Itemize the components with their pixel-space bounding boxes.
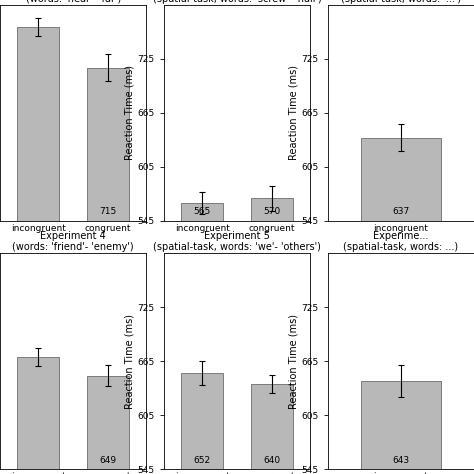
Title: Experiment 2
(spatial-task, words: 'screw'- 'nail'): Experiment 2 (spatial-task, words: 'scre… (153, 0, 321, 4)
Y-axis label: Reaction Time (ms): Reaction Time (ms) (289, 314, 299, 409)
Bar (87, 68, 129, 221)
Y-axis label: Reaction Time (ms): Reaction Time (ms) (289, 65, 299, 160)
Bar (181, 203, 223, 221)
Bar (251, 198, 293, 221)
Text: 640: 640 (263, 456, 281, 465)
Bar (18, 27, 59, 221)
Bar (87, 375, 129, 469)
Bar (251, 384, 293, 469)
Text: 649: 649 (100, 456, 117, 465)
Text: 637: 637 (392, 207, 410, 216)
Y-axis label: Reaction Time (ms): Reaction Time (ms) (125, 65, 135, 160)
Text: 643: 643 (392, 456, 410, 465)
Bar (361, 138, 441, 221)
Title: Experim...
(spatial-task, words: '...'): Experim... (spatial-task, words: '...') (341, 0, 461, 4)
Title: Experiment 4
(words: 'friend'- 'enemy'): Experiment 4 (words: 'friend'- 'enemy') (12, 231, 134, 253)
Bar (361, 381, 441, 469)
Title: Experime...
(spatial-task, words: ...): Experime... (spatial-task, words: ...) (343, 231, 458, 253)
Text: 570: 570 (263, 207, 281, 216)
Y-axis label: Reaction Time (ms): Reaction Time (ms) (125, 314, 135, 409)
Text: 715: 715 (100, 207, 117, 216)
Bar (181, 373, 223, 469)
Text: 565: 565 (193, 207, 211, 216)
Title: Experiment 1
(words: 'near'- 'far'): Experiment 1 (words: 'near'- 'far') (26, 0, 121, 4)
Bar (18, 357, 59, 469)
Text: 652: 652 (193, 456, 211, 465)
Title: Experiment 5
(spatial-task, words: 'we'- 'others'): Experiment 5 (spatial-task, words: 'we'-… (153, 231, 321, 253)
